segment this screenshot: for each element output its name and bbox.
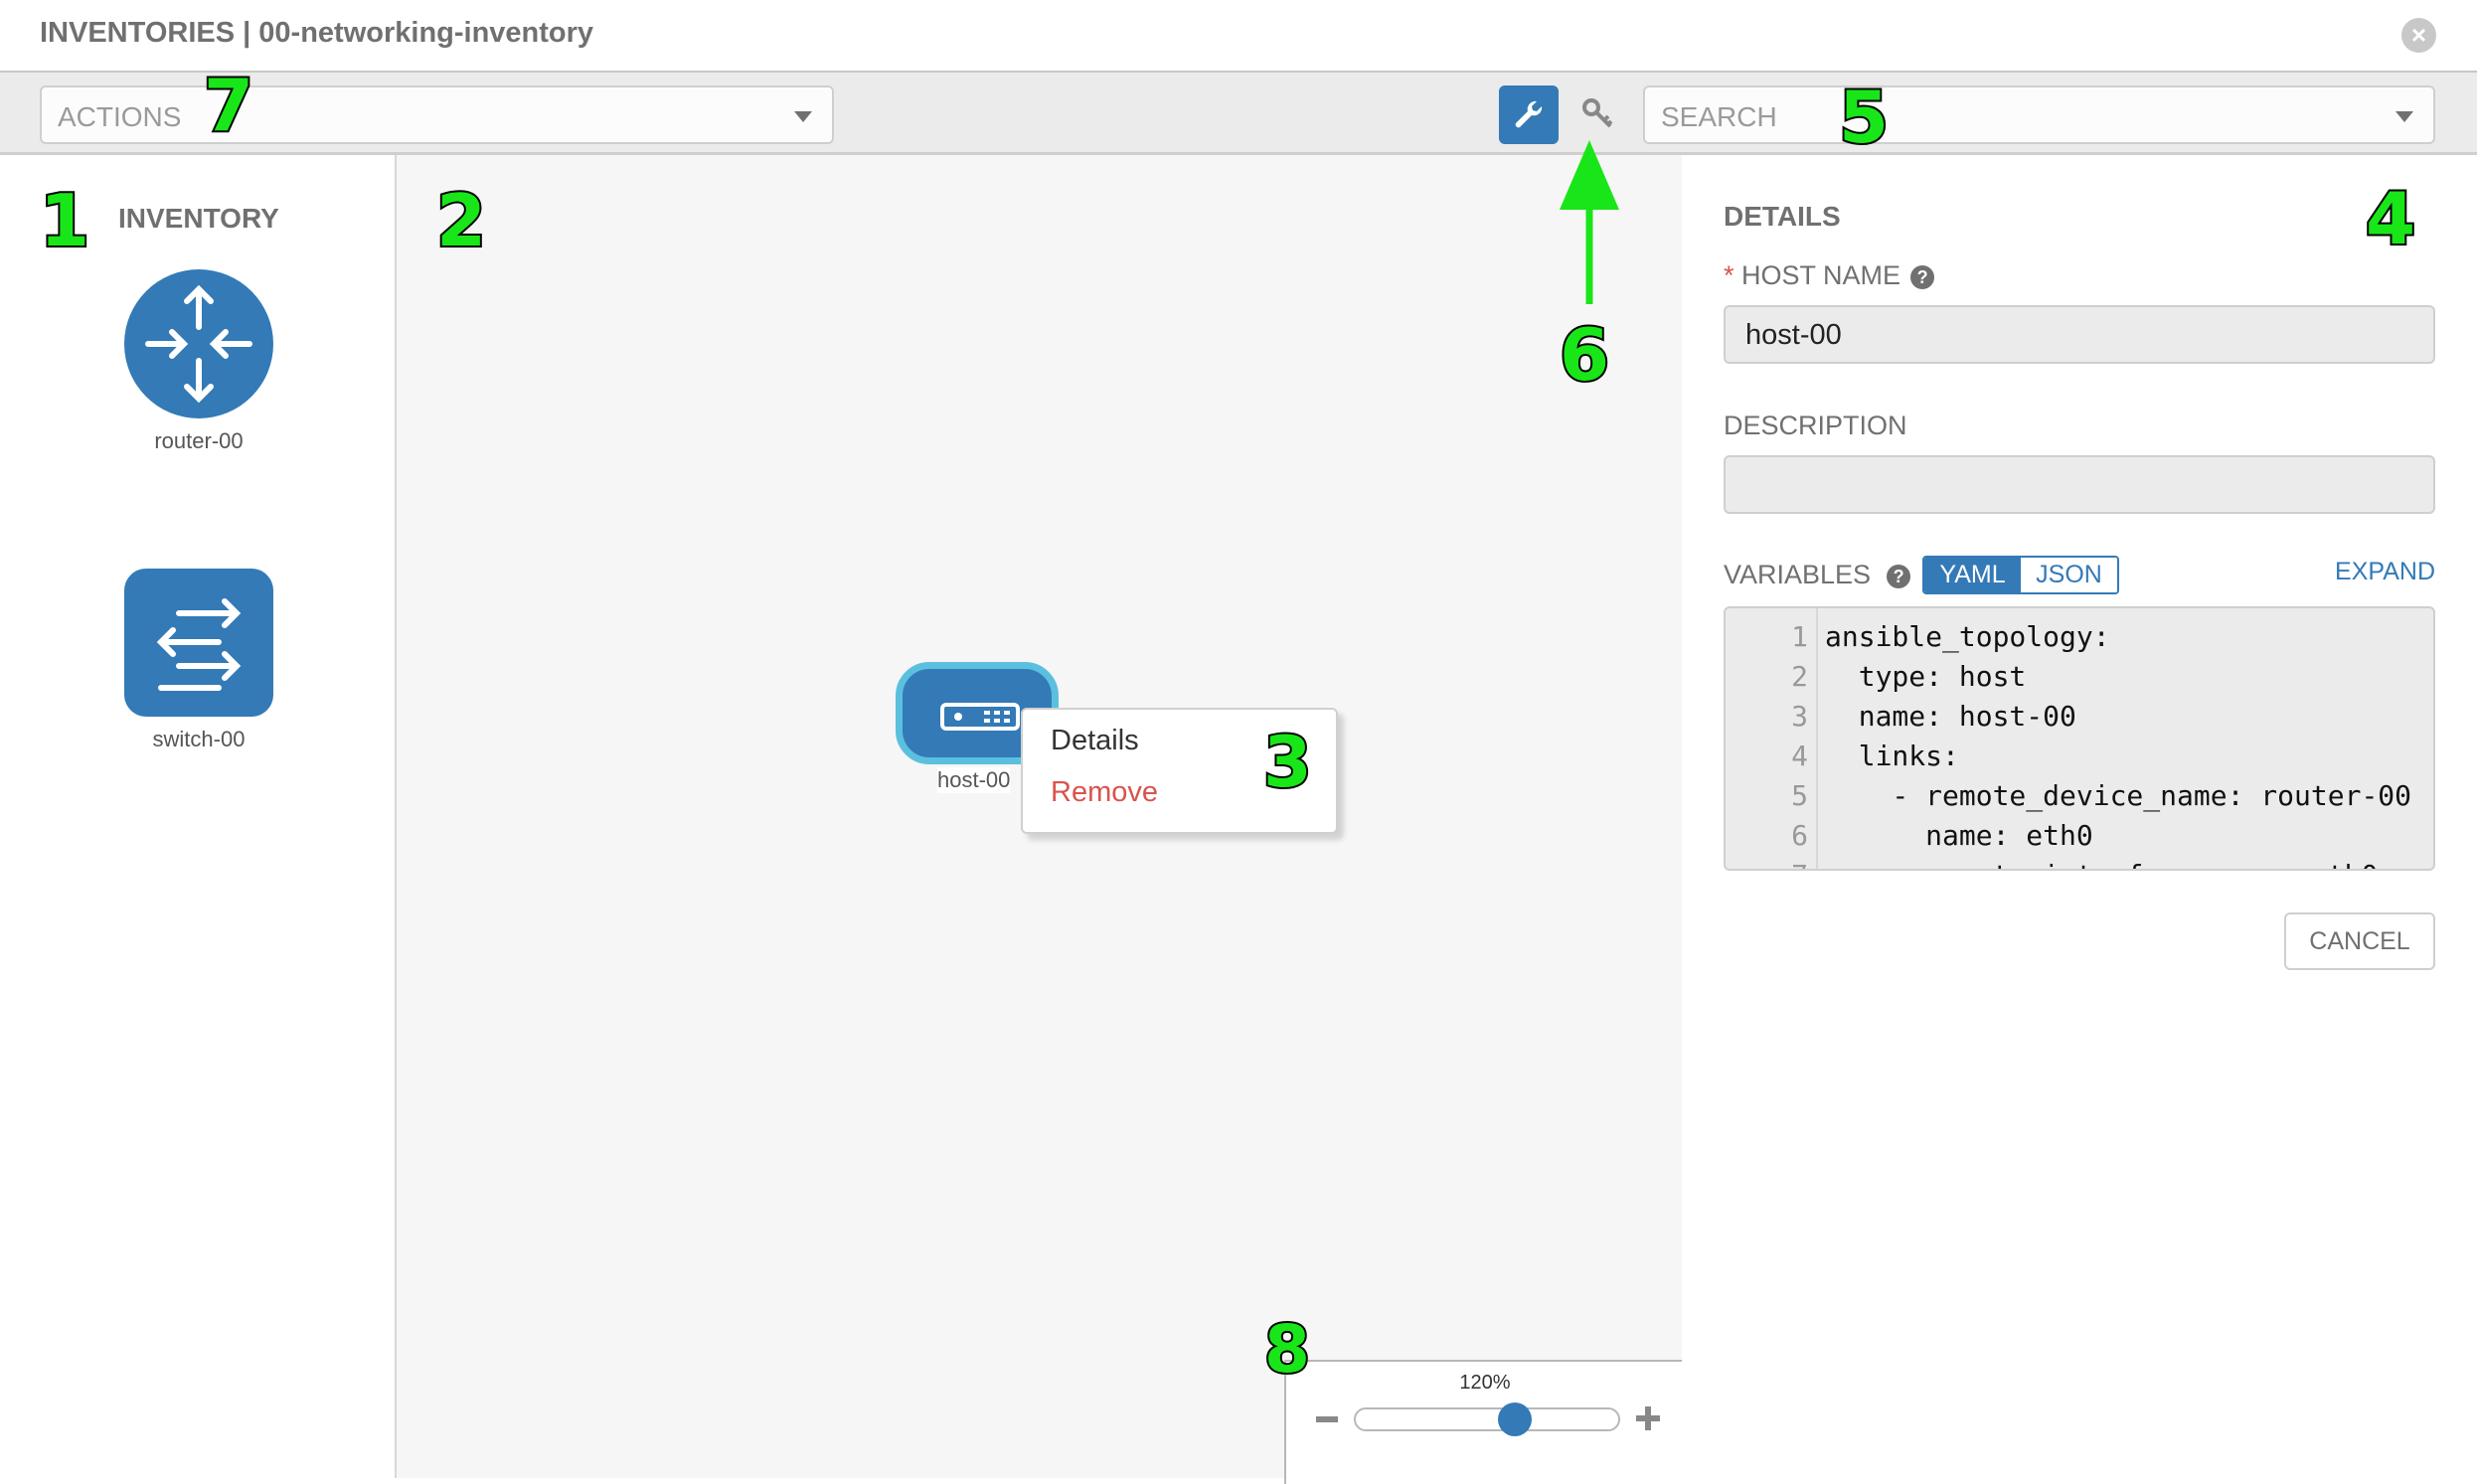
annotation-3: 3	[1261, 722, 1314, 803]
line-number: 1	[1791, 620, 1808, 653]
chevron-down-icon	[794, 111, 812, 122]
host-name-label-text: HOST NAME	[1741, 260, 1901, 290]
router-icon	[124, 269, 273, 418]
actions-placeholder: ACTIONS	[58, 101, 182, 132]
expand-link[interactable]: EXPAND	[2335, 558, 2435, 585]
description-label: DESCRIPTION	[1724, 411, 1907, 440]
title-bar: INVENTORIES | 00-networking-inventory ×	[0, 0, 2477, 73]
switch-icon	[156, 598, 242, 691]
host-label: host-00	[937, 767, 1011, 793]
wrench-icon[interactable]	[1499, 85, 1559, 144]
format-toggle: YAML JSON	[1922, 556, 2119, 594]
help-icon[interactable]: ?	[1910, 264, 1935, 289]
page-title: INVENTORIES | 00-networking-inventory	[40, 17, 594, 49]
annotation-8: 8	[1262, 1311, 1312, 1388]
line-number: 5	[1791, 779, 1808, 812]
variables-label: VARIABLES?	[1724, 560, 1911, 590]
router-label: router-00	[154, 428, 244, 453]
code-line: name: eth0	[1825, 819, 2093, 852]
annotation-6: 6	[1558, 313, 1611, 397]
inventory-title: INVENTORY	[118, 203, 279, 234]
toolbar: ACTIONS SEARCH	[0, 73, 2477, 155]
close-icon[interactable]: ×	[2401, 18, 2436, 53]
inventory-panel: INVENTORY router-00 switch-00 1	[0, 155, 397, 1478]
search-dropdown[interactable]: SEARCH	[1643, 85, 2435, 144]
annotation-arrow	[1560, 140, 1619, 304]
zoom-slider-handle[interactable]	[1498, 1402, 1532, 1436]
details-title: DETAILS	[1724, 201, 1841, 232]
annotation-4: 4	[2364, 177, 2417, 260]
line-number: 4	[1791, 740, 1808, 772]
switch-label: switch-00	[152, 727, 246, 751]
line-number: 2	[1791, 660, 1808, 693]
menu-item-remove[interactable]: Remove	[1051, 776, 1158, 808]
zoom-in-icon[interactable]	[1636, 1406, 1660, 1430]
key-icon[interactable]	[1578, 94, 1618, 134]
code-line: remote_interface_name: eth0	[1825, 859, 2378, 869]
router-item[interactable]	[124, 269, 273, 418]
json-toggle[interactable]: JSON	[2021, 558, 2117, 592]
zoom-level: 120%	[1459, 1372, 1511, 1394]
code-line: ansible_topology:	[1825, 620, 2110, 653]
required-mark: *	[1724, 260, 1734, 290]
cancel-button[interactable]: CANCEL	[2284, 912, 2435, 970]
zoom-out-icon[interactable]	[1316, 1416, 1338, 1422]
line-number: 7	[1791, 859, 1808, 869]
annotation-1: 1	[38, 179, 91, 262]
zoom-slider[interactable]	[1354, 1407, 1620, 1431]
server-icon	[940, 703, 1020, 731]
context-menu: Details Remove 3	[1021, 708, 1338, 834]
line-number: 6	[1791, 819, 1808, 852]
annotation-7: 7	[202, 64, 255, 147]
code-line: - remote_device_name: router-00	[1825, 779, 2412, 812]
help-icon[interactable]: ?	[1887, 564, 1911, 588]
code-line: name: host-00	[1825, 700, 2076, 733]
code-line: links:	[1825, 740, 1959, 772]
variables-editor[interactable]: 1 2 3 4 5 6 7 ansible_topology: type: host nam…	[1724, 606, 2435, 871]
host-name-input[interactable]: host-00	[1724, 305, 2435, 364]
annotation-2: 2	[434, 179, 488, 262]
switch-item[interactable]	[124, 569, 273, 717]
host-name-label: * HOST NAME?	[1724, 260, 1935, 291]
line-number: 3	[1791, 700, 1808, 733]
zoom-widget: 120% 8	[1262, 1315, 1682, 1484]
description-input[interactable]	[1724, 455, 2435, 514]
line-gutter: 1 2 3 4 5 6 7	[1726, 608, 1818, 869]
yaml-toggle[interactable]: YAML	[1924, 558, 2021, 592]
menu-item-details[interactable]: Details	[1051, 725, 1139, 756]
variables-label-text: VARIABLES	[1724, 560, 1872, 589]
annotation-5: 5	[1837, 76, 1891, 159]
actions-dropdown[interactable]: ACTIONS	[40, 85, 834, 144]
chevron-down-icon	[2395, 111, 2413, 122]
details-panel: DETAILS 4 * HOST NAME? host-00 DESCRIPTI…	[1682, 155, 2477, 1478]
search-placeholder: SEARCH	[1661, 101, 1777, 132]
topology-canvas[interactable]: host-00 Details Remove 3 2 6 120% 8	[397, 140, 1682, 1484]
code-line: type: host	[1825, 660, 2027, 693]
